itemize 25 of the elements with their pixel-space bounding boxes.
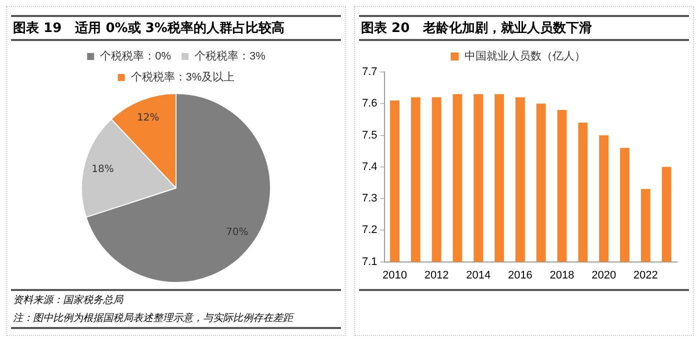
x-tick-label: 2012	[424, 269, 449, 282]
x-tick-label: 2022	[633, 269, 658, 282]
x-tick-label: 2018	[550, 269, 574, 282]
data-label: 18%	[92, 164, 114, 175]
legend-label: 中国就业人员数（亿人）	[464, 50, 586, 63]
legend-label: 个税税率：3%及以上	[130, 70, 235, 84]
legend-label: 个税税率：0%	[100, 50, 172, 63]
y-tick-label: 7.1	[362, 256, 378, 268]
y-tick-label: 7.7	[362, 66, 378, 78]
y-tick-label: 7.2	[362, 224, 378, 236]
chart-title: 图表 20 老龄化加剧，就业人员数下滑	[359, 15, 689, 41]
chart-title: 图表 19 适用 0%或 3%税率的人群占比较高	[11, 15, 341, 41]
x-tick-label: 2020	[592, 269, 616, 282]
text: 注：图中比例为根据国税局表述整理示意，与实际比例存在差距	[12, 312, 296, 326]
y-tick-label: 7.6	[362, 98, 378, 110]
y-tick-label: 7.5	[362, 129, 378, 142]
x-tick-label: 2010	[382, 269, 407, 282]
data-label: 12%	[137, 112, 160, 124]
text: 资料来源：国家税务总局	[12, 294, 124, 308]
x-tick-label: 2016	[508, 269, 532, 282]
y-tick-label: 7.3	[362, 192, 378, 205]
data-label: 70%	[226, 227, 248, 238]
legend-label: 个税税率：3%	[194, 50, 266, 63]
x-tick-label: 2014	[466, 269, 491, 282]
y-tick-label: 7.4	[362, 160, 378, 173]
